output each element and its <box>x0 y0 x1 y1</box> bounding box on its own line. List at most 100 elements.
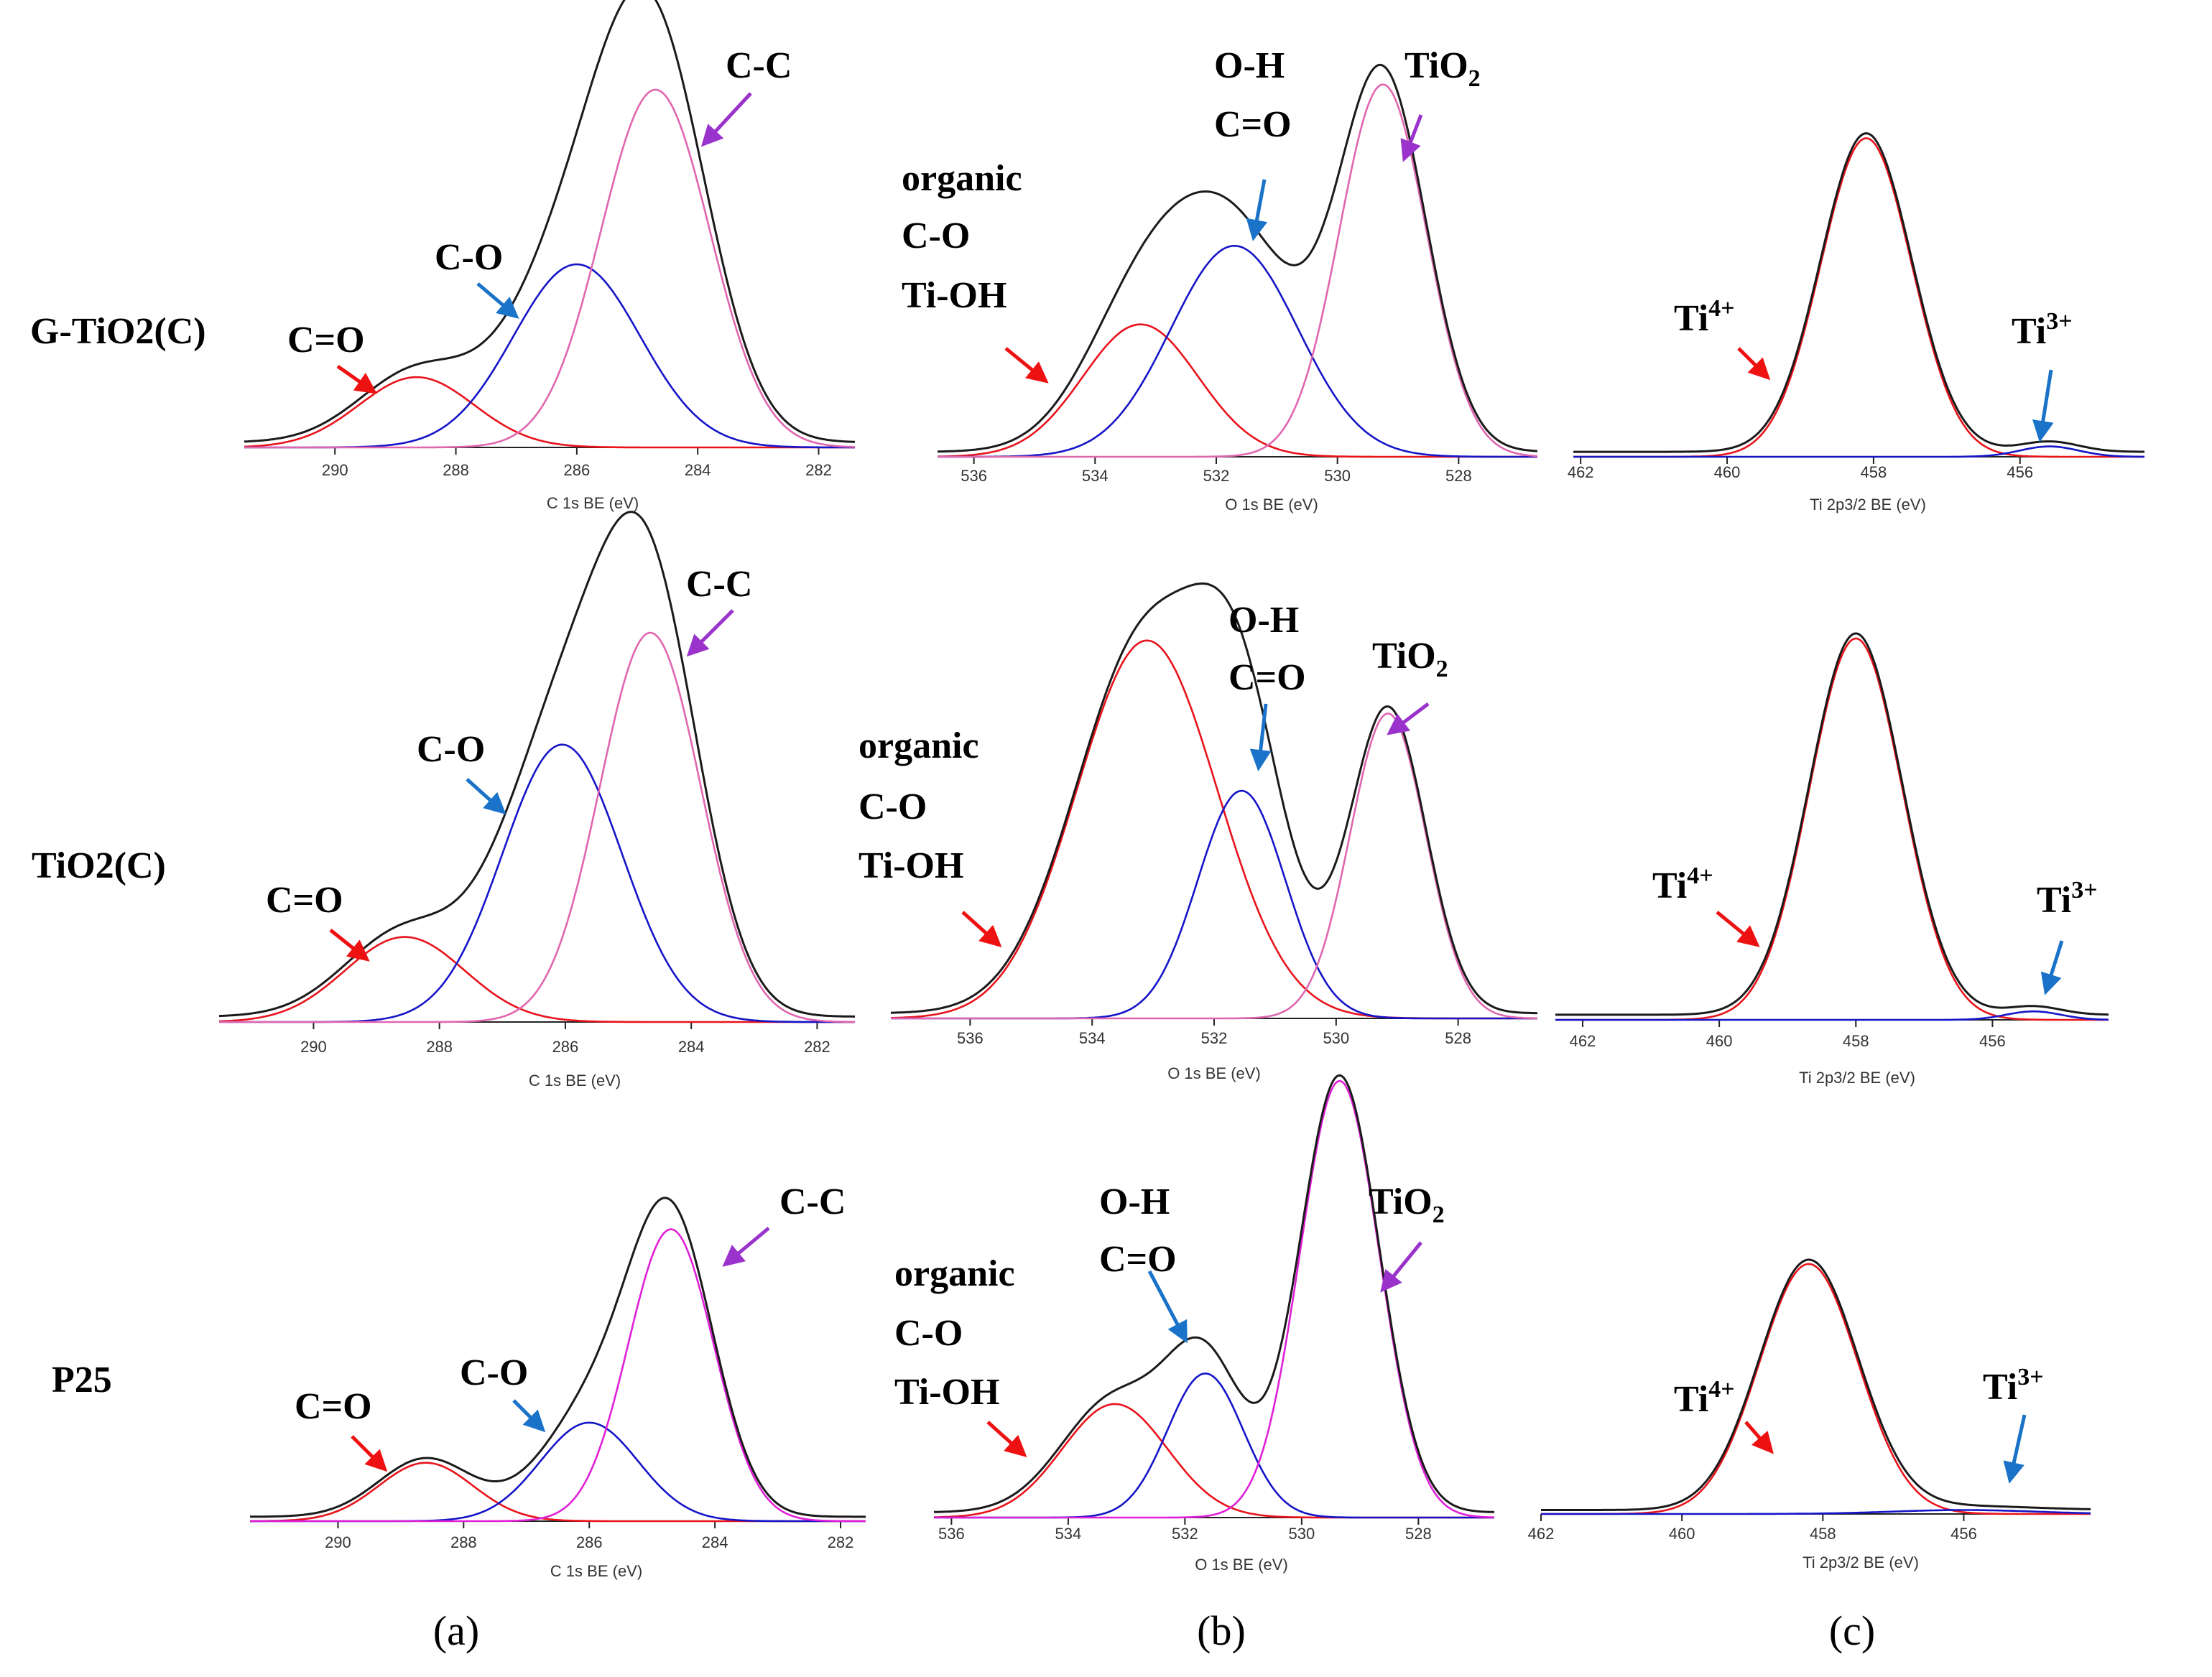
envelope-curve <box>1541 1258 2091 1511</box>
chart-b3: 536 534 532 530 528 O 1s BE (eV) organic C-O Ti-… <box>894 1074 1495 1574</box>
x-tick-label: 536 <box>938 1525 965 1543</box>
x-axis-label: O 1s BE (eV) <box>1167 1064 1261 1082</box>
series-ti4- <box>1555 637 2109 1021</box>
envelope-curve <box>890 582 1538 1015</box>
annotation-subscript: 2 <box>1433 1202 1445 1228</box>
x-tick-label: 532 <box>1203 467 1230 485</box>
annotation-label: Ti4+ <box>1674 295 1735 339</box>
annotation-arrow <box>1716 911 1760 947</box>
series-ti3- <box>1555 1010 2109 1021</box>
annotation-arrow <box>1147 1270 1188 1344</box>
panel-letter-b: (b) <box>1197 1607 1246 1654</box>
x-tick-label: 530 <box>1324 467 1351 485</box>
chart-a3: 290 288 286 284 282 C 1s BE (eV) C=O C-O C-C <box>250 1181 866 1580</box>
annotation-label: Ti-OH <box>902 275 1006 316</box>
annotation-superscript: 4+ <box>1708 295 1734 322</box>
annotation-arrow <box>961 911 1002 948</box>
series-c-o <box>218 936 855 1023</box>
x-tick-label: 460 <box>1669 1525 1695 1543</box>
x-tick-label: 460 <box>1714 463 1741 481</box>
annotation-label: O-H <box>1214 45 1285 86</box>
annotation-superscript: 4+ <box>1687 863 1713 889</box>
envelope-curve <box>938 63 1538 453</box>
series-c-c <box>250 1228 866 1523</box>
annotation-arrow <box>1400 114 1423 162</box>
x-axis-label: C 1s BE (eV) <box>550 1562 642 1580</box>
annotation-label: O-H <box>1228 600 1299 641</box>
annotation-label: Ti3+ <box>1983 1364 2044 1408</box>
annotation-label: C=O <box>287 320 365 361</box>
envelope-curve <box>933 1074 1495 1513</box>
x-tick-label: 282 <box>828 1533 854 1551</box>
annotation-arrow <box>986 1421 1027 1458</box>
x-tick-label: 458 <box>1843 1032 1869 1050</box>
series-c-c <box>219 631 856 1023</box>
x-tick-label: 288 <box>443 461 469 479</box>
annotation-arrow <box>686 609 734 657</box>
annotation-arrow <box>2003 1414 2027 1484</box>
annotation-arrow <box>2040 940 2064 995</box>
x-tick-label: 528 <box>1445 1029 1471 1047</box>
x-tick-label: 282 <box>805 461 832 479</box>
series-c-c <box>244 88 856 449</box>
x-tick-label: 462 <box>1528 1525 1555 1543</box>
x-axis-label: C 1s BE (eV) <box>547 494 639 512</box>
x-tick-label: 456 <box>2007 463 2033 481</box>
panel-letter-a: (a) <box>433 1607 479 1654</box>
annotation-arrow <box>1249 703 1272 771</box>
envelope-curve <box>218 511 855 1018</box>
x-tick-label: 456 <box>1950 1525 1977 1543</box>
annotation-arrow <box>351 1435 388 1472</box>
x-tick-label: 290 <box>325 1533 351 1551</box>
annotation-label: C-C <box>686 564 752 605</box>
annotation-arrow <box>2032 369 2054 442</box>
annotation-arrow <box>1744 1421 1774 1454</box>
annotation-label: Ti4+ <box>1674 1376 1735 1420</box>
chart-a1: 290 288 286 284 282 C 1s BE (eV) C=O C-O C-C <box>244 0 856 512</box>
x-axis-label: Ti 2p3/2 BE (eV) <box>1803 1553 1919 1571</box>
annotation-arrow <box>1246 179 1268 241</box>
envelope-curve <box>244 0 856 443</box>
annotation-label: organic <box>859 725 979 766</box>
annotation-label: C-O <box>894 1313 963 1354</box>
annotation-label: organic <box>894 1253 1015 1294</box>
annotation-label: Ti-OH <box>859 845 963 886</box>
annotation-superscript: 3+ <box>2017 1364 2043 1390</box>
annotation-arrow <box>466 778 506 815</box>
envelope-curve <box>250 1197 866 1518</box>
x-tick-label: 290 <box>322 461 348 479</box>
x-tick-label: 534 <box>1082 467 1109 485</box>
x-tick-label: 534 <box>1079 1029 1106 1047</box>
x-tick-label: 286 <box>552 1038 579 1056</box>
x-tick-label: 458 <box>1810 1525 1836 1543</box>
series-tio2 <box>938 83 1538 458</box>
x-axis-label: C 1s BE (eV) <box>529 1072 621 1090</box>
annotation-arrow <box>1380 1241 1422 1293</box>
annotation-arrow <box>336 364 377 394</box>
x-tick-label: 530 <box>1323 1029 1349 1047</box>
annotation-superscript: 4+ <box>1708 1376 1734 1403</box>
x-tick-label: 458 <box>1861 463 1887 481</box>
x-tick-label: 528 <box>1445 467 1472 485</box>
annotation-label: TiO2 <box>1372 636 1448 682</box>
x-tick-label: 284 <box>678 1038 705 1056</box>
sample-label-tio2c: TiO2(C) <box>32 845 166 886</box>
series-ti3- <box>1573 445 2144 458</box>
chart-b1: 536 534 532 530 528 O 1s BE (eV) organic C-O Ti-… <box>902 45 1538 514</box>
x-tick-label: 536 <box>961 467 987 485</box>
x-tick-label: 284 <box>685 461 711 479</box>
annotation-arrow <box>329 929 370 962</box>
annotation-arrow <box>1737 347 1771 381</box>
x-tick-label: 534 <box>1055 1525 1082 1543</box>
annotation-label: C-O <box>902 215 970 256</box>
x-tick-label: 284 <box>702 1533 728 1551</box>
annotation-label: C=O <box>295 1386 372 1427</box>
x-axis-label: O 1s BE (eV) <box>1225 496 1318 514</box>
charts-layer: 290 288 286 284 282 C 1s BE (eV) C=O C-O C-C 536 5… <box>218 0 2144 1580</box>
annotation-superscript: 3+ <box>2046 308 2072 335</box>
x-tick-label: 532 <box>1201 1029 1228 1047</box>
x-tick-label: 462 <box>1568 463 1594 481</box>
annotation-superscript: 3+ <box>2071 877 2097 903</box>
chart-c1: 462 460 458 456 Ti 2p3/2 BE (eV) Ti4+ Ti3+ <box>1568 132 2144 514</box>
